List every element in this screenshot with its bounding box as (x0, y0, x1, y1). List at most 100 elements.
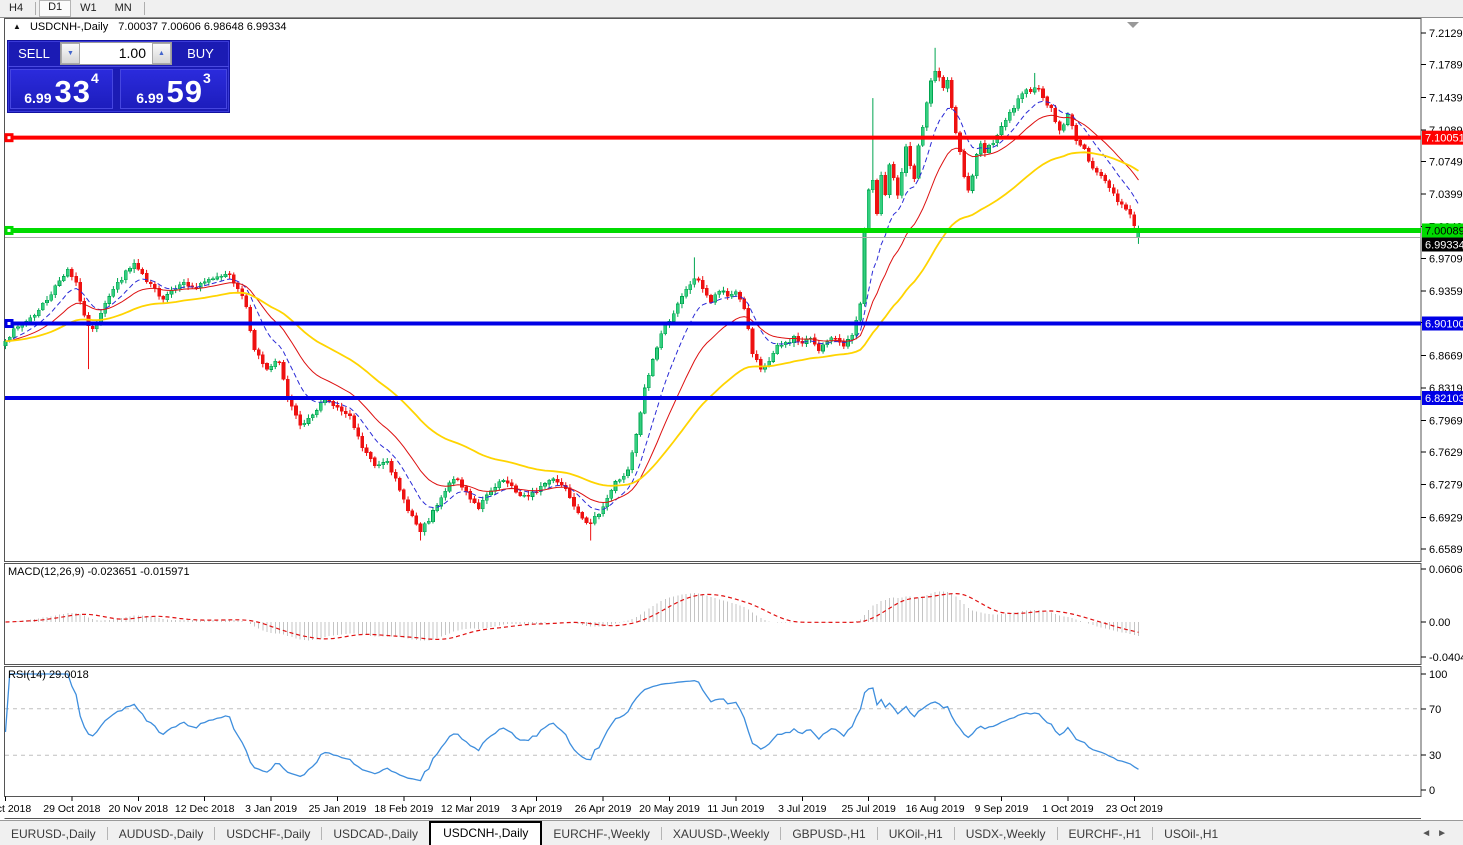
price-axis-label: 7.17890 (1429, 60, 1463, 72)
buy-price-pips: 59 (166, 74, 203, 109)
timeframe-button-mn[interactable]: MN (114, 2, 132, 14)
candle (1020, 93, 1025, 100)
buy-price-display[interactable]: 6.99 59 3 (120, 69, 227, 109)
tab-usoil-h1[interactable]: USOil-,H1 (1164, 826, 1219, 841)
tab-separator (1152, 827, 1154, 840)
price-axis-label: 6.86690 (1429, 350, 1463, 362)
chart-collapse-icon[interactable]: ▲ (13, 22, 21, 31)
tab-usdchf-daily[interactable]: USDCHF-,Daily (226, 826, 311, 841)
candle (28, 317, 33, 323)
candle (385, 461, 390, 464)
price-axis-label: 7.14390 (1429, 92, 1463, 104)
tab-eurchf-h1[interactable]: EURCHF-,H1 (1068, 826, 1142, 841)
tab-eurusd-daily[interactable]: EURUSD-,Daily (11, 826, 96, 841)
candle (617, 479, 622, 482)
candle (49, 294, 53, 301)
sell-button[interactable]: SELL (18, 46, 50, 61)
candle (833, 337, 838, 340)
tab-gbpusd-h1[interactable]: GBPUSD-,H1 (792, 826, 866, 841)
timeframe-button-h4[interactable]: H4 (9, 2, 24, 14)
candle (1007, 111, 1012, 121)
candle (680, 296, 684, 305)
price-axis-label: 6.72790 (1429, 480, 1463, 492)
chart-symbol-label: USDCNH-,Daily (29, 21, 109, 33)
tab-eurchf-weekly[interactable]: EURCHF-,Weekly (553, 826, 650, 841)
candle (970, 175, 975, 191)
tab-ukoil-h1[interactable]: UKOil-,H1 (888, 826, 943, 841)
candle (958, 132, 962, 152)
rsi-indicator-label: RSI(14) 29.0018 (8, 669, 89, 681)
candle (991, 142, 996, 146)
tabs-scroll-left-icon[interactable]: ◄ (1421, 828, 1438, 839)
candle (999, 126, 1004, 136)
candle (879, 174, 883, 215)
rsi-axis-label: 0 (1429, 785, 1435, 797)
candle (700, 279, 705, 289)
candle (1074, 125, 1078, 141)
candle (1086, 148, 1091, 162)
candle (817, 343, 821, 352)
candle (447, 482, 452, 492)
chart-tab-bar: EURUSD-,Daily AUDUSD-,Daily USDCHF-,Daily U… (0, 820, 1463, 845)
tab-separator (214, 827, 216, 840)
timeframe-button-w1[interactable]: W1 (80, 2, 97, 14)
volume-increase-button[interactable]: ▲ (152, 43, 171, 64)
sell-price-prefix: 6.99 (24, 90, 52, 106)
candle (124, 270, 128, 281)
candle (1057, 121, 1062, 131)
tab-separator (1056, 827, 1058, 840)
candle (265, 363, 269, 370)
candle (352, 415, 356, 429)
date-axis-label: 12 Dec 2018 (175, 803, 235, 815)
hline-handle-dot (7, 136, 11, 140)
candle (406, 499, 410, 512)
volume-input[interactable]: 1.00 (80, 43, 152, 64)
candle (1115, 193, 1120, 203)
candle (1061, 124, 1066, 131)
candle (302, 422, 307, 426)
candle (426, 520, 431, 524)
price-axis-label: 7.21290 (1429, 28, 1463, 40)
candle (182, 282, 186, 286)
chart-shift-marker-icon[interactable] (1127, 22, 1139, 28)
candle (501, 480, 506, 482)
candle (539, 485, 543, 492)
buy-button[interactable]: BUY (187, 46, 214, 61)
candle (227, 273, 232, 276)
rsi-axis-label: 100 (1429, 669, 1447, 681)
candle (651, 359, 655, 376)
date-axis-label: 18 Feb 2019 (374, 803, 433, 815)
tab-audusd-daily[interactable]: AUDUSD-,Daily (118, 826, 204, 841)
tab-usdcnh-daily[interactable]: USDCNH-,Daily (429, 820, 543, 845)
candle (456, 478, 460, 481)
candle (119, 279, 124, 283)
candle (107, 296, 112, 304)
tab-xauusd-weekly[interactable]: XAUUSD-,Weekly (672, 826, 770, 841)
candle (443, 491, 448, 498)
tab-usdcad-daily[interactable]: USDCAD-,Daily (333, 826, 419, 841)
candle (74, 276, 78, 283)
candle (148, 282, 153, 285)
date-axis-label: 25 Jan 2019 (309, 803, 367, 815)
candle (987, 144, 991, 153)
candle (858, 303, 863, 321)
sell-price-display[interactable]: 6.99 33 4 (10, 69, 113, 109)
candle (663, 324, 668, 334)
candle (771, 352, 776, 362)
candle (497, 481, 502, 488)
date-axis-label: 23 Oct 2019 (1106, 803, 1163, 815)
candle (1082, 144, 1087, 149)
macd-axis-label: 0.060687 (1429, 564, 1463, 576)
toolbar-separator (35, 2, 37, 15)
candle (128, 267, 132, 272)
candle (12, 328, 16, 338)
candle (949, 79, 954, 108)
volume-decrease-button[interactable]: ▼ (61, 43, 80, 64)
candle (518, 491, 522, 496)
tabs-scroll-right-icon[interactable]: ► (1437, 828, 1453, 839)
tab-usdx-weekly[interactable]: USDX-,Weekly (965, 826, 1046, 841)
candle (140, 268, 145, 275)
candle (1024, 89, 1029, 94)
timeframe-button-d1[interactable]: D1 (39, 0, 72, 17)
price-axis-label: 6.93590 (1429, 286, 1463, 298)
